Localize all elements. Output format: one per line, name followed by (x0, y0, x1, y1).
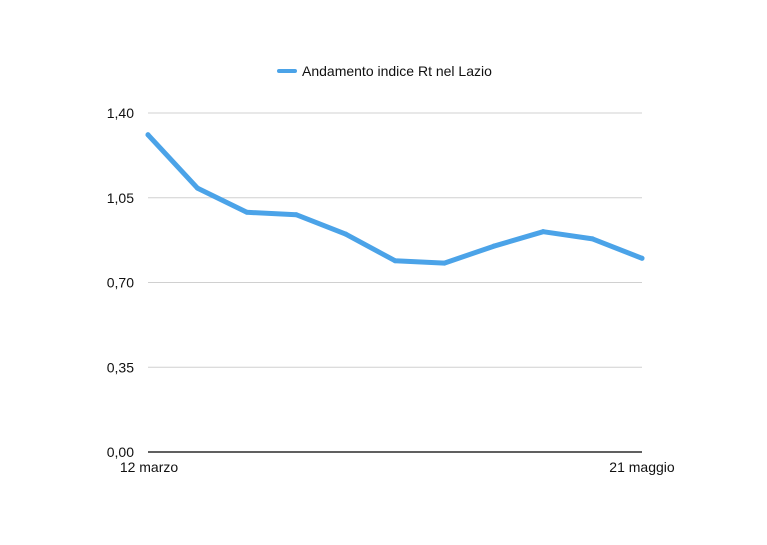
y-tick-label: 1,40 (107, 105, 134, 121)
legend-label: Andamento indice Rt nel Lazio (302, 63, 492, 79)
data-point (293, 212, 299, 218)
y-tick-label: 1,05 (107, 190, 134, 206)
data-point (540, 229, 546, 235)
y-tick-label: 0,70 (107, 275, 134, 291)
y-tick-label: 0,35 (107, 359, 134, 375)
data-point (491, 243, 497, 249)
y-axis-tick-labels: 0,00 0,35 0,70 1,05 1,40 (107, 105, 134, 460)
data-point (343, 231, 349, 237)
gridlines (148, 112, 642, 368)
data-point (392, 258, 398, 264)
series-layer (145, 132, 645, 266)
data-point (244, 209, 250, 215)
data-point (145, 132, 151, 138)
data-point (639, 255, 645, 261)
x-tick-label-start: 12 marzo (120, 459, 179, 475)
data-point (590, 236, 596, 242)
y-tick-label: 0,00 (107, 444, 134, 460)
series-line (145, 132, 645, 266)
legend: Andamento indice Rt nel Lazio (277, 63, 492, 79)
data-point (194, 185, 200, 191)
x-tick-label-end: 21 maggio (609, 459, 675, 475)
data-point (441, 260, 447, 266)
